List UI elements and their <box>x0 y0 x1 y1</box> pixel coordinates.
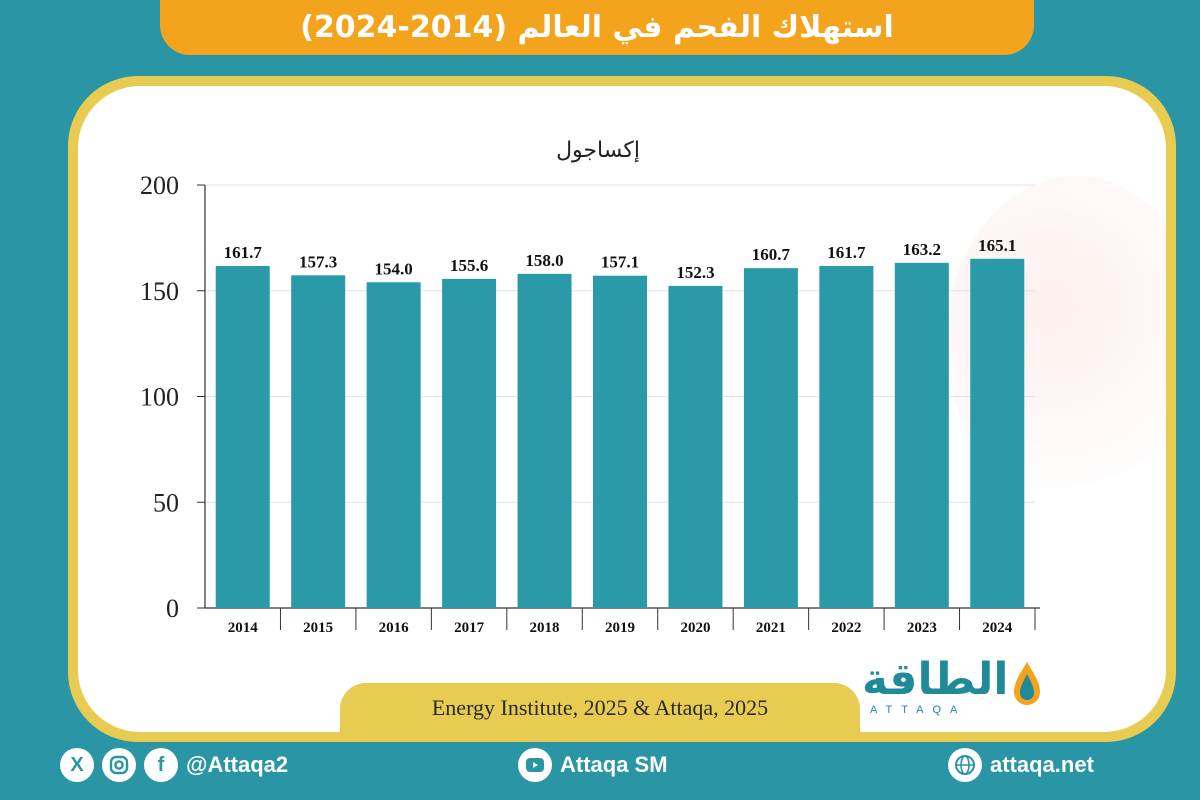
bar <box>366 282 421 608</box>
data-label: 157.3 <box>299 252 337 271</box>
footer: X f @Attaqa2 Attaqa SM attaqa.net <box>0 742 1200 800</box>
data-label: 161.7 <box>827 243 866 262</box>
website-link[interactable]: attaqa.net <box>990 752 1094 777</box>
x-tick-label: 2020 <box>680 620 710 636</box>
y-tick-label: 100 <box>140 383 179 412</box>
data-label: 161.7 <box>224 243 263 262</box>
youtube-icon[interactable] <box>518 748 552 782</box>
x-tick-label: 2019 <box>605 620 635 636</box>
bar <box>970 258 1025 608</box>
x-tick-label: 2021 <box>756 620 786 636</box>
data-label: 165.1 <box>978 236 1016 255</box>
bar <box>517 273 572 608</box>
x-tick-label: 2017 <box>454 620 485 636</box>
instagram-icon[interactable] <box>102 748 136 782</box>
source-text: Energy Institute, 2025 & Attaqa, 2025 <box>431 695 769 720</box>
y-tick-label: 150 <box>140 277 179 306</box>
social-group: X f @Attaqa2 <box>60 748 288 782</box>
bar <box>819 266 874 608</box>
social-handle[interactable]: @Attaqa2 <box>186 752 289 777</box>
logo-arabic: الطاقة <box>862 654 1009 705</box>
bar <box>593 275 647 608</box>
data-label: 157.1 <box>601 253 639 272</box>
x-tick-label: 2022 <box>831 620 861 636</box>
youtube-group: Attaqa SM <box>518 748 668 782</box>
chart-title: استهلاك الفحم في العالم (2014-2024) <box>300 10 894 45</box>
data-label: 163.2 <box>903 240 941 259</box>
y-tick-label: 0 <box>166 594 179 623</box>
drop-icon <box>1014 662 1040 705</box>
x-tick-label: 2023 <box>907 620 937 636</box>
x-tick-label: 2014 <box>228 620 259 636</box>
attaqa-logo: الطاقة ATTAQA <box>862 654 1052 720</box>
data-label: 152.3 <box>676 263 714 282</box>
facebook-icon[interactable]: f <box>144 748 178 782</box>
x-tick-label: 2016 <box>379 620 410 636</box>
data-label: 154.0 <box>375 259 413 278</box>
x-tick-label: 2024 <box>982 620 1013 636</box>
data-label: 155.6 <box>450 256 488 275</box>
bar <box>894 262 949 608</box>
bar <box>668 285 723 608</box>
youtube-channel[interactable]: Attaqa SM <box>560 752 668 777</box>
bar <box>442 278 497 608</box>
bar <box>743 268 798 608</box>
x-tick-label: 2015 <box>303 620 333 636</box>
logo-latin: ATTAQA <box>870 704 967 716</box>
bar <box>291 275 346 608</box>
y-axis-label: إكساجول <box>556 138 640 163</box>
y-tick-label: 50 <box>153 488 179 517</box>
source-pill: Energy Institute, 2025 & Attaqa, 2025 <box>340 683 860 733</box>
x-icon[interactable]: X <box>60 748 94 782</box>
data-label: 158.0 <box>525 251 563 270</box>
x-tick-label: 2018 <box>530 620 560 636</box>
title-banner: استهلاك الفحم في العالم (2014-2024) <box>160 0 1034 55</box>
website-group: attaqa.net <box>948 748 1094 782</box>
data-label: 160.7 <box>752 245 791 264</box>
bar <box>215 266 270 608</box>
globe-icon[interactable] <box>948 748 982 782</box>
y-tick-label: 200 <box>140 171 179 200</box>
